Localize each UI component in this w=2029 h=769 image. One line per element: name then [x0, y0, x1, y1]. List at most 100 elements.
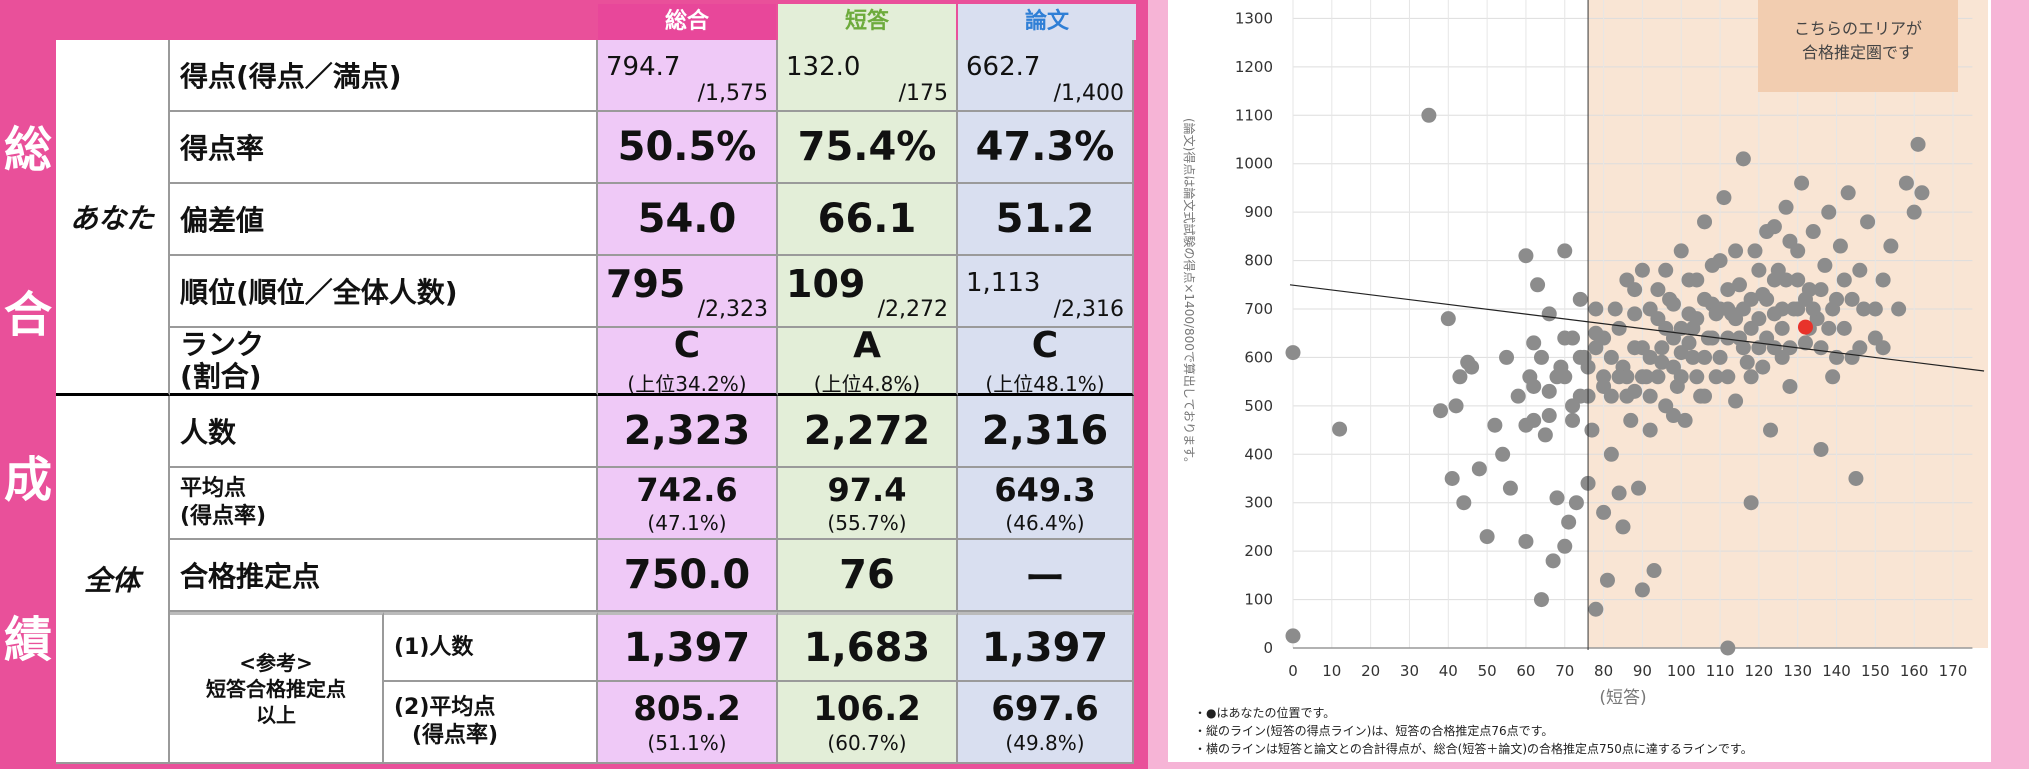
y-tick-label: 400	[1244, 445, 1273, 463]
header-ron: 論文	[958, 4, 1136, 40]
data-point	[1549, 369, 1565, 385]
x-tick-label: 90	[1633, 662, 1652, 680]
rank-sogo: C (上位34.2%)	[598, 328, 778, 396]
results-panel: 総 合 成 績 総合 短答 論文 あなた 全体 得点(得点／満点) 794.7/…	[3, 4, 1136, 764]
data-point	[1448, 398, 1464, 414]
rank-tan: A (上位4.8%)	[778, 328, 958, 396]
data-point	[1805, 301, 1821, 317]
group-zentai: 全体	[56, 396, 170, 764]
data-point	[1704, 330, 1720, 346]
score-tan: 132.0/175	[778, 40, 958, 112]
note-3: ・横のラインは短答と論文との合計得点が、総合(短答＋論文)の合格推定点750点に…	[1194, 742, 1753, 756]
pass-zone-label-box	[1758, 0, 1958, 92]
data-point	[1572, 349, 1588, 365]
x-tick-label: 10	[1322, 662, 1341, 680]
data-point	[1825, 369, 1841, 385]
ninzu-sogo: 2,323	[598, 396, 778, 468]
data-point	[1712, 349, 1728, 365]
ref-avg-tan: 106.2 (60.7%)	[778, 682, 958, 764]
data-point	[1530, 277, 1546, 293]
note-2: ・縦のライン(短答の得点ライン)は、短答の合格推定点76点です。	[1194, 724, 1554, 738]
data-point	[1790, 272, 1806, 288]
data-point	[1464, 359, 1480, 375]
data-point	[1611, 485, 1627, 501]
data-point	[1510, 388, 1526, 404]
data-point	[1832, 238, 1848, 254]
data-point	[1631, 480, 1647, 496]
row-label-avg: 平均点 (得点率)	[170, 468, 598, 540]
data-point	[1731, 277, 1747, 293]
data-point	[1654, 354, 1670, 370]
pass-tan: 76	[778, 540, 958, 612]
data-point	[1623, 412, 1639, 428]
data-point	[1537, 427, 1553, 443]
data-point	[1456, 495, 1472, 511]
data-point	[1650, 369, 1666, 385]
data-point	[1704, 257, 1720, 273]
header-tan: 短答	[778, 4, 956, 40]
data-point	[1836, 320, 1852, 336]
x-tick-label: 20	[1361, 662, 1380, 680]
data-point	[1778, 199, 1794, 215]
data-point	[1627, 383, 1643, 399]
x-tick-label: 50	[1478, 662, 1497, 680]
data-point	[1681, 335, 1697, 351]
data-point	[1697, 291, 1713, 307]
data-point	[1634, 582, 1650, 598]
data-point	[1603, 349, 1619, 365]
data-point	[1572, 291, 1588, 307]
data-point	[1541, 383, 1557, 399]
you-point	[1797, 319, 1813, 335]
data-point	[1681, 272, 1697, 288]
data-point	[1817, 257, 1833, 273]
data-point	[1720, 640, 1736, 656]
data-point	[1860, 214, 1876, 230]
data-point	[1910, 136, 1926, 152]
ref-title: <参考> 短答合格推定点 以上	[170, 612, 384, 764]
note-1: ・●はあなたの位置です。	[1194, 706, 1336, 720]
data-point	[1763, 422, 1779, 438]
ref-ninzu-ron: 1,397	[958, 612, 1134, 682]
ref-sub-avg: (2)平均点 (得点率)	[384, 682, 598, 764]
data-point	[1794, 175, 1810, 191]
data-point	[1728, 393, 1744, 409]
data-point	[1452, 369, 1468, 385]
data-point	[1813, 340, 1829, 356]
row-label-rank-pos: 順位(順位／全体人数)	[170, 256, 598, 328]
x-tick-label: 140	[1822, 662, 1851, 680]
data-point	[1665, 408, 1681, 424]
data-point	[1557, 330, 1573, 346]
side-title-char: 績	[3, 612, 52, 668]
data-point	[1778, 272, 1794, 288]
data-point	[1673, 320, 1689, 336]
data-point	[1836, 272, 1852, 288]
data-point	[1856, 301, 1872, 317]
hensa-ron: 51.2	[958, 184, 1134, 256]
data-point	[1813, 441, 1829, 457]
data-point	[1720, 282, 1736, 298]
data-point	[1332, 421, 1348, 437]
data-point	[1665, 296, 1681, 312]
data-point	[1603, 388, 1619, 404]
data-point	[1697, 214, 1713, 230]
data-point	[1735, 151, 1751, 167]
data-point	[1658, 320, 1674, 336]
data-point	[1526, 378, 1542, 394]
data-point	[1479, 529, 1495, 545]
x-tick-label: 80	[1594, 662, 1613, 680]
data-point	[1673, 369, 1689, 385]
data-point	[1658, 262, 1674, 278]
data-point	[1642, 422, 1658, 438]
row-label-pass: 合格推定点	[170, 540, 598, 612]
data-point	[1588, 601, 1604, 617]
x-tick-label: 100	[1667, 662, 1696, 680]
data-point	[1568, 495, 1584, 511]
data-point	[1584, 422, 1600, 438]
data-point	[1712, 301, 1728, 317]
header-sogo: 総合	[598, 4, 776, 40]
ref-ninzu-sogo: 1,397	[598, 612, 778, 682]
y-tick-label: 1300	[1235, 9, 1273, 27]
data-point	[1421, 107, 1437, 123]
data-point	[1875, 340, 1891, 356]
group-anata: あなた	[56, 40, 170, 396]
